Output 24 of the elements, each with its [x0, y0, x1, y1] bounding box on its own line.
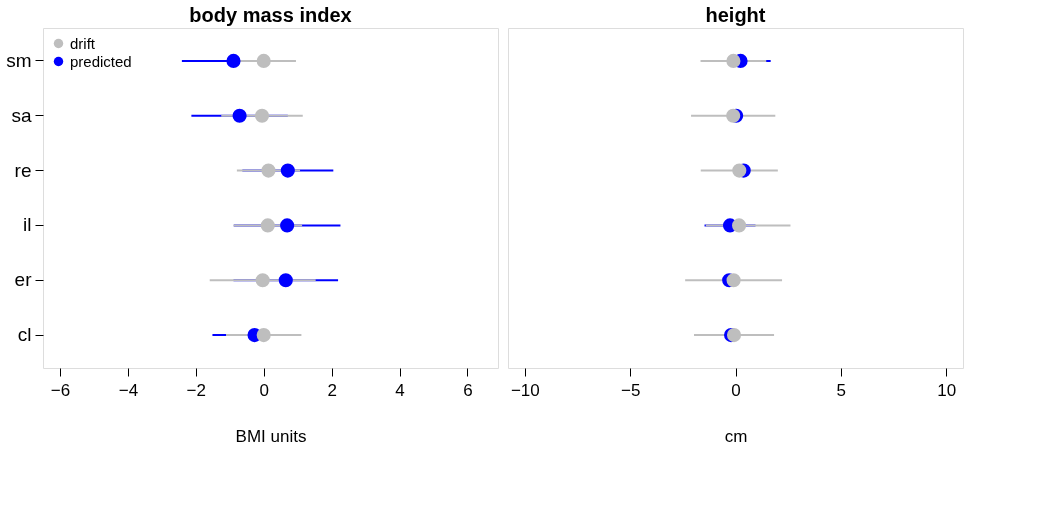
x-tick-label: 2 [327, 380, 337, 400]
x-tick-label: 5 [836, 380, 847, 400]
legend-label: drift [70, 34, 96, 52]
x-tick-label: −10 [510, 380, 540, 400]
y-tick-label: re [14, 159, 32, 181]
y-tick-label: er [14, 269, 33, 291]
x-tick-label: −5 [620, 380, 641, 400]
y-tick-label: cl [17, 324, 32, 346]
x-tick-label: 10 [937, 380, 957, 400]
x-tick-label: −2 [186, 380, 206, 400]
chart-title: body mass index [189, 4, 352, 26]
chart-title: height [705, 4, 766, 26]
x-tick-label: −6 [50, 380, 71, 400]
y-tick-label: il [23, 214, 32, 236]
x-tick-label: 0 [259, 380, 269, 400]
x-tick-label: 0 [731, 380, 741, 400]
x-tick-label: −4 [118, 380, 139, 400]
y-tick-label: sa [11, 104, 32, 126]
x-axis-title: BMI units [235, 426, 307, 446]
x-axis-title: cm [724, 426, 748, 446]
x-tick-label: 6 [463, 380, 473, 400]
x-tick-label: 4 [395, 380, 405, 400]
y-tick-label: sm [6, 49, 32, 71]
legend-label: predicted [70, 52, 132, 70]
